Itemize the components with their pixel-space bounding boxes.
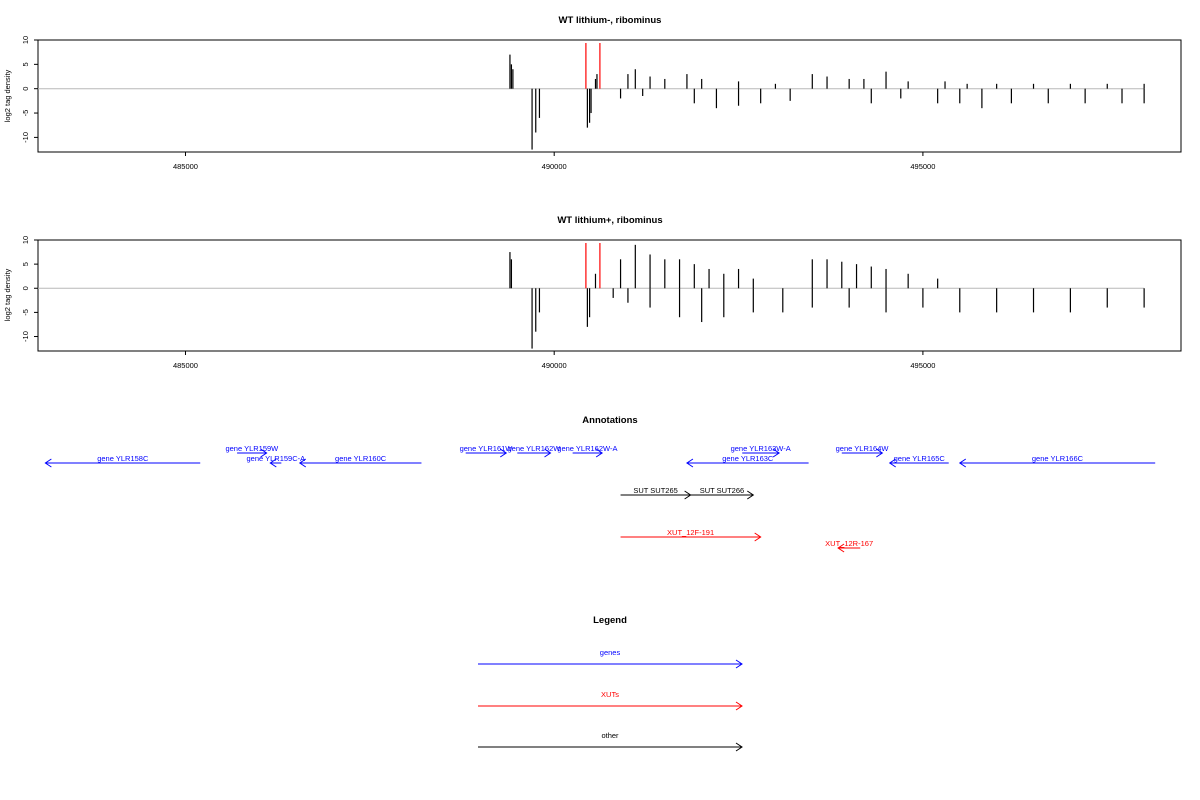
y-axis: 10 5 0 -5 -10 bbox=[21, 236, 38, 342]
feature-arrow: gene YLR166C bbox=[958, 454, 1156, 468]
feature-arrowhead bbox=[958, 458, 967, 468]
panel-title: WT lithium+, ribominus bbox=[557, 215, 662, 226]
y-tick-label: -10 bbox=[21, 331, 30, 342]
feature-arrowhead bbox=[298, 458, 307, 468]
feature-label: gene YLR159C-A bbox=[246, 454, 305, 463]
y-axis-label: log2 tag density bbox=[3, 268, 12, 321]
feature-label: gene YLR162W bbox=[508, 444, 562, 453]
feature-arrow: gene YLR158C bbox=[44, 454, 201, 468]
y-tick-label: 10 bbox=[21, 36, 30, 44]
y-tick-label: -10 bbox=[21, 132, 30, 143]
feature-arrow: XUT_12F-191 bbox=[620, 528, 762, 542]
x-axis: 485000 490000 495000 bbox=[173, 152, 935, 171]
y-axis: 10 5 0 -5 -10 bbox=[21, 36, 38, 143]
legend-arrowhead bbox=[735, 701, 743, 711]
feature-label: XUT_12R-167 bbox=[825, 539, 873, 548]
feature-label: gene YLR161W bbox=[460, 444, 514, 453]
x-tick-label: 495000 bbox=[910, 162, 935, 171]
legend-arrowhead bbox=[735, 659, 743, 669]
feature-arrow: gene YLR159W bbox=[225, 444, 279, 458]
feature-arrowhead bbox=[754, 532, 762, 542]
feature-arrow: gene YLR163C bbox=[686, 454, 809, 468]
feature-label: gene YLR158C bbox=[97, 454, 149, 463]
feature-arrowhead bbox=[544, 448, 552, 458]
feature-arrowhead bbox=[888, 458, 896, 468]
feature-arrowhead bbox=[269, 458, 277, 468]
feature-label: gene YLR159W bbox=[225, 444, 279, 453]
feature-arrow: XUT_12R-167 bbox=[825, 539, 873, 553]
feature-arrow: gene YLR160C bbox=[298, 454, 422, 468]
legend-label: genes bbox=[600, 648, 621, 657]
y-tick-label: 10 bbox=[21, 236, 30, 244]
feature-label: gene YLR166C bbox=[1032, 454, 1084, 463]
y-tick-label: 0 bbox=[21, 87, 30, 91]
legend-arrowhead bbox=[735, 742, 743, 752]
feature-arrow: gene YLR165C bbox=[888, 454, 949, 468]
feature-label: gene YLR163W-A bbox=[731, 444, 791, 453]
x-tick-label: 485000 bbox=[173, 162, 198, 171]
data-marks bbox=[38, 43, 1145, 150]
x-axis: 485000 490000 495000 bbox=[173, 351, 935, 370]
feature-label: gene YLR160C bbox=[335, 454, 387, 463]
plot-frame bbox=[37, 239, 1182, 352]
panel-title: WT lithium-, ribominus bbox=[559, 15, 662, 26]
legend-title: Legend bbox=[593, 615, 627, 626]
legend-item: other bbox=[478, 731, 743, 752]
legend-label: XUTs bbox=[601, 690, 619, 699]
panel-wt-lithium-minus: WT lithium-, ribominus log2 tag density … bbox=[3, 15, 1182, 171]
feature-label: gene YLR163C bbox=[722, 454, 774, 463]
y-tick-label: 5 bbox=[21, 62, 30, 66]
plot-frame bbox=[37, 39, 1182, 153]
panel-wt-lithium-plus: WT lithium+, ribominus log2 tag density … bbox=[3, 215, 1182, 370]
feature-arrow: SUT SUT265 bbox=[620, 486, 692, 500]
legend: Legend genes XUTs other bbox=[478, 615, 743, 752]
y-tick-label: -5 bbox=[21, 309, 30, 316]
feature-label: SUT SUT265 bbox=[633, 486, 677, 495]
feature-label: SUT SUT266 bbox=[700, 486, 744, 495]
x-tick-label: 485000 bbox=[173, 361, 198, 370]
feature-arrow: gene YLR161W bbox=[460, 444, 514, 458]
y-tick-label: -5 bbox=[21, 110, 30, 117]
legend-items: genes XUTs other bbox=[478, 648, 743, 752]
annotations-title: Annotations bbox=[582, 415, 637, 426]
feature-arrowhead bbox=[876, 448, 884, 458]
y-axis-label: log2 tag density bbox=[3, 69, 12, 122]
feature-label: gene YLR165C bbox=[894, 454, 946, 463]
feature-arrowhead bbox=[837, 543, 845, 553]
feature-label: gene YLR162W-A bbox=[557, 444, 617, 453]
feature-label: XUT_12F-191 bbox=[667, 528, 714, 537]
feature-arrowhead bbox=[499, 448, 508, 458]
y-tick-label: 5 bbox=[21, 262, 30, 266]
data-marks bbox=[38, 243, 1145, 349]
legend-item: XUTs bbox=[478, 690, 743, 711]
x-tick-label: 490000 bbox=[542, 361, 567, 370]
legend-label: other bbox=[601, 731, 619, 740]
feature-arrow: SUT SUT266 bbox=[690, 486, 755, 500]
feature-arrowhead bbox=[595, 448, 604, 458]
feature-arrowhead bbox=[686, 458, 694, 468]
feature-arrow: gene YLR162W bbox=[508, 444, 562, 458]
feature-arrowhead bbox=[747, 490, 755, 500]
feature-arrow: gene YLR163W-A bbox=[731, 444, 791, 458]
feature-arrowhead bbox=[260, 448, 268, 458]
feature-arrow: gene YLR162W-A bbox=[557, 444, 617, 458]
legend-item: genes bbox=[478, 648, 743, 669]
feature-arrowhead bbox=[44, 458, 52, 468]
x-tick-label: 495000 bbox=[910, 361, 935, 370]
feature-arrowhead bbox=[772, 448, 781, 458]
feature-arrow: gene YLR164W bbox=[836, 444, 890, 458]
y-tick-label: 0 bbox=[21, 286, 30, 290]
feature-label: gene YLR164W bbox=[836, 444, 890, 453]
feature-arrow: gene YLR159C-A bbox=[246, 454, 305, 468]
x-tick-label: 490000 bbox=[542, 162, 567, 171]
